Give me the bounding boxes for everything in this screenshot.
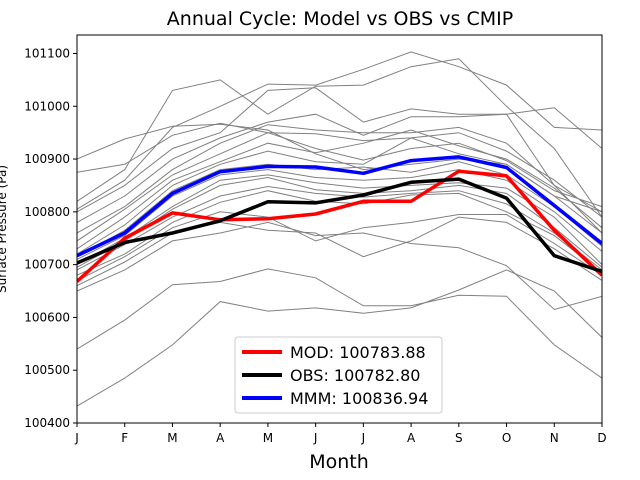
series-line-mmm [77, 155, 602, 258]
x-tick-label: M [263, 431, 273, 445]
series-line-obs [77, 177, 602, 274]
ensemble-line-5 [77, 87, 602, 213]
ensemble-line-20 [77, 268, 602, 379]
x-tick-label: J [361, 431, 366, 445]
ensemble-line-4 [77, 51, 602, 210]
x-tick-label: A [216, 431, 225, 445]
y-tick-label: 100900 [24, 152, 70, 166]
y-tick-label: 100700 [24, 258, 70, 272]
legend-entry-obs: OBS: 100782.80 [242, 366, 420, 385]
legend: MOD: 100783.88 OBS: 100782.80 MMM: 10083… [234, 336, 443, 414]
legend-label-obs: OBS: 100782.80 [290, 366, 420, 385]
plot-area [77, 51, 602, 407]
legend-entry-mod: MOD: 100783.88 [242, 343, 426, 362]
legend-box [234, 336, 443, 414]
legend-label-mmm: MMM: 100836.94 [290, 389, 428, 408]
ensemble-line-16 [77, 190, 602, 276]
y-tick-label: 101000 [24, 99, 70, 113]
ensemble-line-21 [77, 269, 602, 407]
x-axis-label: Month [309, 451, 369, 473]
x-tick-label: J [74, 431, 79, 445]
x-tick-label: O [502, 431, 511, 445]
x-tick-label: D [597, 431, 606, 445]
legend-entry-mmm: MMM: 100836.94 [242, 389, 428, 408]
y-axis-label: Surface Pressure (Pa) [0, 165, 9, 293]
x-tick-label: N [550, 431, 559, 445]
y-tick-label: 100400 [24, 416, 70, 430]
ensemble-line-11 [77, 161, 602, 258]
ensemble-line-18 [77, 216, 602, 287]
x-tick-label: J [313, 431, 318, 445]
y-tick-label: 101100 [24, 46, 70, 60]
ensemble-line-7 [77, 124, 602, 234]
ensemble-line-2 [77, 122, 602, 208]
ensemble-lines [77, 51, 602, 407]
main-series [77, 155, 602, 283]
y-tick-label: 100600 [24, 310, 70, 324]
ensemble-line-6 [77, 113, 602, 223]
legend-label-mod: MOD: 100783.88 [290, 343, 426, 362]
chart-title: Annual Cycle: Model vs OBS vs CMIP [167, 8, 513, 30]
series-line-mod [77, 169, 602, 283]
ensemble-line-8 [77, 132, 602, 242]
x-tick-label: A [407, 431, 416, 445]
ensemble-line-13 [77, 174, 602, 266]
y-axis: 100400 100500 100600 100700 100800 100900 1010… [24, 46, 77, 430]
ensemble-line-14 [77, 176, 602, 268]
y-tick-label: 100800 [24, 205, 70, 219]
ensemble-line-10 [77, 137, 602, 255]
y-tick-label: 100500 [24, 363, 70, 377]
plot-frame [76, 34, 603, 424]
x-tick-label: F [121, 431, 128, 445]
x-tick-label: S [455, 431, 463, 445]
x-tick-label: M [167, 431, 177, 445]
ensemble-line-9 [77, 129, 602, 250]
